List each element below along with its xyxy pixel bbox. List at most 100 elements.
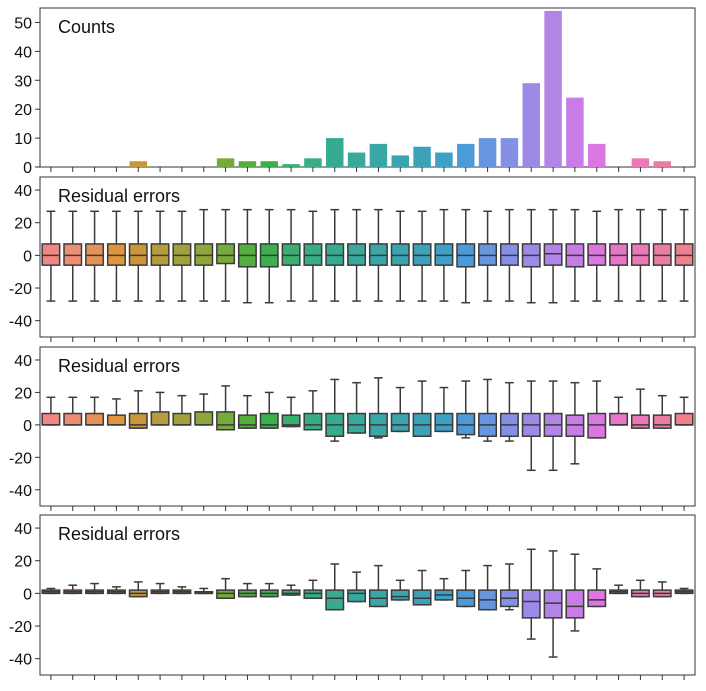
box-plot xyxy=(259,208,279,304)
box-plot xyxy=(499,563,519,611)
box xyxy=(347,243,367,266)
box xyxy=(630,414,650,429)
bar xyxy=(238,161,257,167)
box-plot xyxy=(368,564,388,608)
box xyxy=(150,411,170,426)
box xyxy=(609,412,629,426)
box-plot xyxy=(368,208,388,302)
box xyxy=(630,243,650,266)
box xyxy=(172,412,192,426)
bar xyxy=(631,158,650,167)
box-plot xyxy=(368,377,388,439)
box-plot xyxy=(347,381,367,434)
bar xyxy=(435,152,453,167)
box xyxy=(587,589,607,608)
box-plot xyxy=(41,396,61,426)
box-plot xyxy=(674,208,694,302)
box-plot xyxy=(216,385,236,431)
y-tick-label: 20 xyxy=(14,554,32,571)
panel-title: Counts xyxy=(58,17,115,37)
box-plot xyxy=(85,396,105,426)
box xyxy=(172,243,192,266)
box-plot xyxy=(434,386,454,433)
box-plot xyxy=(412,569,432,606)
box xyxy=(565,589,585,619)
bar xyxy=(413,146,431,167)
y-tick-label: -20 xyxy=(9,281,32,298)
box-plot xyxy=(106,210,126,302)
y-tick-label: 0 xyxy=(23,586,32,603)
box xyxy=(237,414,257,429)
box xyxy=(150,243,170,266)
y-tick-label: 30 xyxy=(14,73,32,90)
bar xyxy=(369,143,388,167)
box xyxy=(194,411,214,426)
box-plot xyxy=(630,579,650,598)
bar xyxy=(478,138,497,167)
box-plot xyxy=(499,208,519,302)
y-tick-label: 20 xyxy=(14,216,32,233)
box-plot xyxy=(172,394,192,426)
plot-frame xyxy=(39,176,696,338)
box xyxy=(63,243,83,266)
box-plot xyxy=(499,381,519,442)
plot-frame xyxy=(39,514,696,676)
panel-title: Residual errors xyxy=(58,524,180,544)
box-plot xyxy=(652,581,672,598)
box-plot xyxy=(587,568,607,608)
box-plot xyxy=(587,210,607,302)
box xyxy=(412,589,432,606)
box-plot xyxy=(63,584,83,595)
box xyxy=(106,243,126,266)
bar xyxy=(522,83,540,167)
box-plot xyxy=(150,210,170,302)
bar xyxy=(304,158,322,167)
box-plot xyxy=(150,582,170,595)
residual-errors-panel-1: 40 20 0 -20 -40 Residual errors xyxy=(9,176,696,342)
box xyxy=(63,412,83,426)
box-plot xyxy=(128,210,148,302)
box-plot xyxy=(390,579,410,601)
box xyxy=(325,243,345,266)
box-plot xyxy=(237,582,257,598)
box-plot xyxy=(85,210,105,302)
box xyxy=(303,589,323,600)
box xyxy=(543,589,563,619)
bar xyxy=(653,161,671,167)
box-plot xyxy=(456,569,476,608)
box xyxy=(674,243,694,266)
bar xyxy=(500,138,519,167)
box-plot xyxy=(128,581,148,598)
box xyxy=(456,412,476,436)
box-plot xyxy=(565,208,585,302)
bar xyxy=(588,143,606,167)
y-tick-label: 40 xyxy=(14,521,32,538)
box xyxy=(128,412,148,429)
box xyxy=(390,243,410,266)
box-plot xyxy=(521,548,541,640)
box-plot xyxy=(543,550,563,658)
y-tick-label: 40 xyxy=(14,183,32,200)
box-plot xyxy=(325,563,345,611)
box xyxy=(128,243,148,266)
box-plot xyxy=(347,208,367,302)
box-plot xyxy=(237,394,257,429)
box-plot xyxy=(412,380,432,437)
box xyxy=(259,412,279,429)
box xyxy=(347,412,367,434)
counts-panel: 0 10 20 30 40 50 Counts xyxy=(14,7,696,177)
box-plot xyxy=(41,210,61,302)
box xyxy=(478,243,498,266)
box-plot xyxy=(478,210,498,302)
box-plot xyxy=(521,380,541,472)
box xyxy=(565,414,585,437)
box xyxy=(85,412,105,426)
y-tick-label: 0 xyxy=(23,418,32,435)
plot-frame xyxy=(39,346,696,507)
box xyxy=(347,589,367,603)
panel-title: Residual errors xyxy=(58,356,180,376)
panel-title: Residual errors xyxy=(58,186,180,206)
box xyxy=(325,589,345,611)
bar xyxy=(457,143,475,167)
box xyxy=(216,411,236,431)
